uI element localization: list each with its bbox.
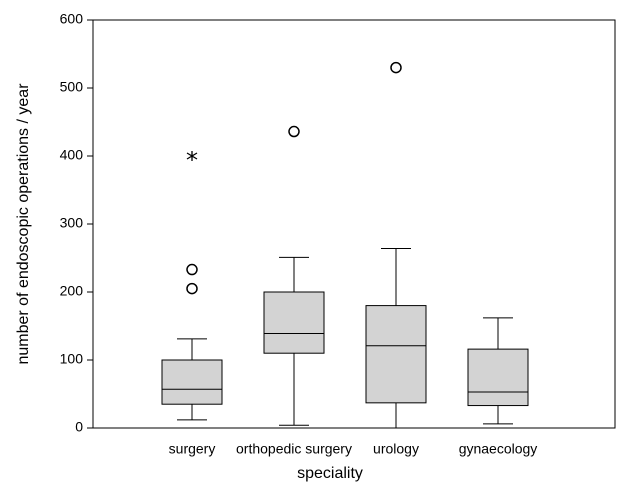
outlier — [390, 61, 402, 74]
x-tick-label: surgery — [169, 441, 216, 457]
box — [161, 359, 223, 405]
x-axis-label: speciality — [297, 465, 363, 482]
box — [263, 291, 325, 354]
x-tick-label: gynaecology — [459, 441, 538, 457]
y-tick-label: 400 — [60, 147, 84, 163]
y-tick-label: 100 — [60, 351, 84, 367]
extreme — [186, 151, 198, 161]
y-axis-label: number of endoscopic operations / year — [15, 83, 32, 365]
x-tick-label: orthopedic surgery — [236, 441, 352, 457]
outlier — [186, 263, 198, 276]
y-tick-label: 500 — [60, 79, 84, 95]
outlier — [288, 125, 300, 138]
x-tick-label: urology — [373, 441, 419, 457]
y-tick-label: 300 — [60, 215, 84, 231]
y-tick-label: 600 — [60, 11, 84, 27]
box — [467, 348, 529, 407]
y-tick-label: 0 — [75, 419, 83, 435]
outlier — [186, 282, 198, 295]
box — [365, 305, 427, 404]
y-tick-label: 200 — [60, 283, 84, 299]
